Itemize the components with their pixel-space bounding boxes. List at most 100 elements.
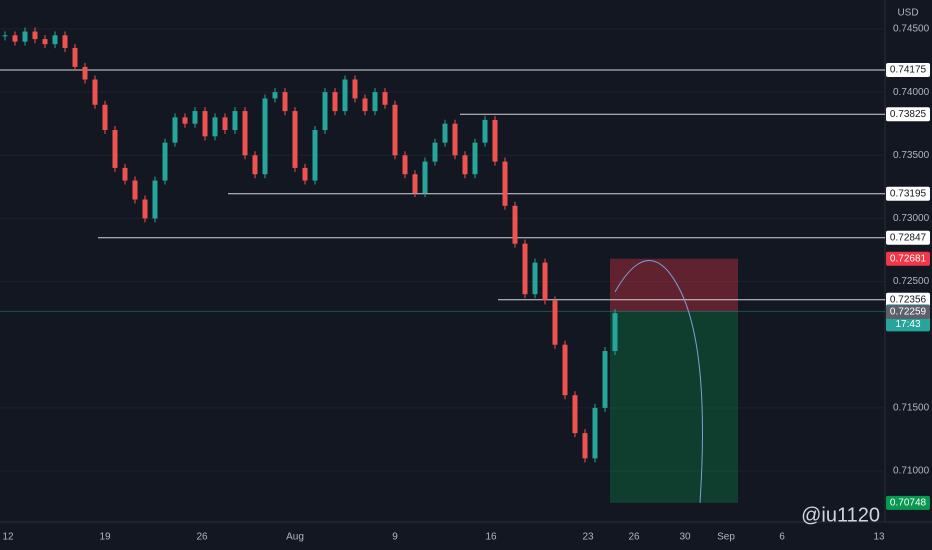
candle bbox=[382, 92, 388, 105]
candle bbox=[192, 111, 198, 124]
candle bbox=[342, 79, 348, 112]
candle bbox=[242, 111, 248, 156]
candle bbox=[372, 92, 378, 112]
candle bbox=[132, 180, 138, 200]
candle bbox=[332, 92, 338, 112]
level-label: 0.72356 bbox=[890, 294, 927, 305]
candle bbox=[412, 174, 418, 194]
candle bbox=[392, 104, 398, 156]
last-tag bbox=[886, 305, 930, 320]
date-tick-label: 12 bbox=[2, 532, 14, 543]
candle bbox=[112, 130, 118, 168]
candle bbox=[312, 130, 318, 181]
candle bbox=[202, 111, 208, 137]
date-tick-label: Aug bbox=[286, 532, 304, 543]
candle bbox=[612, 313, 618, 352]
currency: USD bbox=[897, 8, 918, 19]
candle bbox=[472, 142, 478, 175]
price-tick-label: 0.71500 bbox=[893, 402, 930, 413]
candle bbox=[102, 104, 108, 131]
candle bbox=[502, 161, 508, 206]
candle bbox=[82, 66, 88, 80]
candle bbox=[2, 35, 8, 37]
level-tag bbox=[886, 63, 930, 78]
candle bbox=[22, 31, 28, 42]
watermark: @iu1120 bbox=[801, 504, 880, 526]
candle bbox=[482, 119, 488, 143]
candle bbox=[552, 300, 558, 345]
date-tick-label: 23 bbox=[582, 532, 594, 543]
candle bbox=[542, 262, 548, 301]
date-tick-label: 30 bbox=[679, 532, 691, 543]
level-label: 0.72847 bbox=[890, 232, 927, 243]
candle bbox=[182, 117, 188, 124]
date-tick-label: 26 bbox=[628, 532, 640, 543]
level-tag bbox=[886, 292, 930, 307]
candle bbox=[522, 243, 528, 295]
date-tick-label: 19 bbox=[99, 532, 111, 543]
price-tick-label: 0.73000 bbox=[893, 213, 930, 224]
candle bbox=[162, 142, 168, 181]
candle bbox=[452, 123, 458, 156]
price-tick-label: 0.74000 bbox=[893, 87, 930, 98]
target-tag bbox=[886, 495, 930, 510]
projection bbox=[614, 260, 703, 503]
candle bbox=[582, 433, 588, 459]
candle bbox=[462, 155, 468, 175]
level-tag bbox=[886, 186, 930, 201]
candle bbox=[322, 92, 328, 131]
date-tick-label: Sep bbox=[717, 532, 735, 543]
stop-tag bbox=[886, 251, 930, 266]
candle bbox=[232, 111, 238, 131]
level-label: 0.73195 bbox=[890, 188, 927, 199]
candle bbox=[432, 142, 438, 162]
candle bbox=[562, 344, 568, 396]
date-tick-label: 16 bbox=[485, 532, 497, 543]
candle bbox=[222, 117, 228, 131]
last-tag-label: 0.72259 bbox=[890, 307, 927, 318]
stop-tag-label: 0.72681 bbox=[890, 253, 927, 264]
candle bbox=[592, 407, 598, 459]
price-tick-label: 0.73500 bbox=[893, 150, 930, 161]
candle bbox=[282, 92, 288, 112]
candle bbox=[492, 119, 498, 162]
candle bbox=[602, 351, 608, 408]
candle bbox=[352, 79, 358, 99]
candle bbox=[212, 117, 218, 137]
date-tick-label: 6 bbox=[779, 532, 785, 543]
level-label: 0.73825 bbox=[890, 109, 927, 120]
candle bbox=[572, 395, 578, 434]
price-tick-label: 0.71000 bbox=[893, 466, 930, 477]
target-tag-label: 0.70748 bbox=[890, 497, 927, 508]
level-tag bbox=[886, 230, 930, 245]
candle bbox=[362, 98, 368, 112]
candle bbox=[262, 98, 268, 175]
candle bbox=[92, 79, 98, 105]
candle bbox=[122, 167, 128, 181]
level-tag bbox=[886, 107, 930, 122]
candle bbox=[302, 167, 308, 181]
candle bbox=[152, 180, 158, 219]
candle bbox=[292, 111, 298, 168]
candle bbox=[142, 199, 148, 219]
candle bbox=[512, 205, 518, 244]
candle bbox=[252, 155, 258, 175]
candle bbox=[172, 117, 178, 143]
candle bbox=[402, 155, 408, 175]
price-tick-label: 0.74500 bbox=[893, 24, 930, 35]
target-zone bbox=[610, 311, 738, 503]
candle bbox=[52, 35, 58, 45]
price-tick-label: 0.72500 bbox=[893, 276, 930, 287]
candle bbox=[422, 161, 428, 194]
date-tick-label: 13 bbox=[873, 532, 885, 543]
candle bbox=[272, 92, 278, 99]
date-tick-label: 9 bbox=[392, 532, 398, 543]
candle bbox=[32, 31, 38, 40]
candle bbox=[72, 47, 78, 67]
candle bbox=[62, 35, 68, 48]
stop-zone bbox=[610, 258, 738, 312]
candle bbox=[12, 35, 18, 42]
candle bbox=[532, 262, 538, 295]
